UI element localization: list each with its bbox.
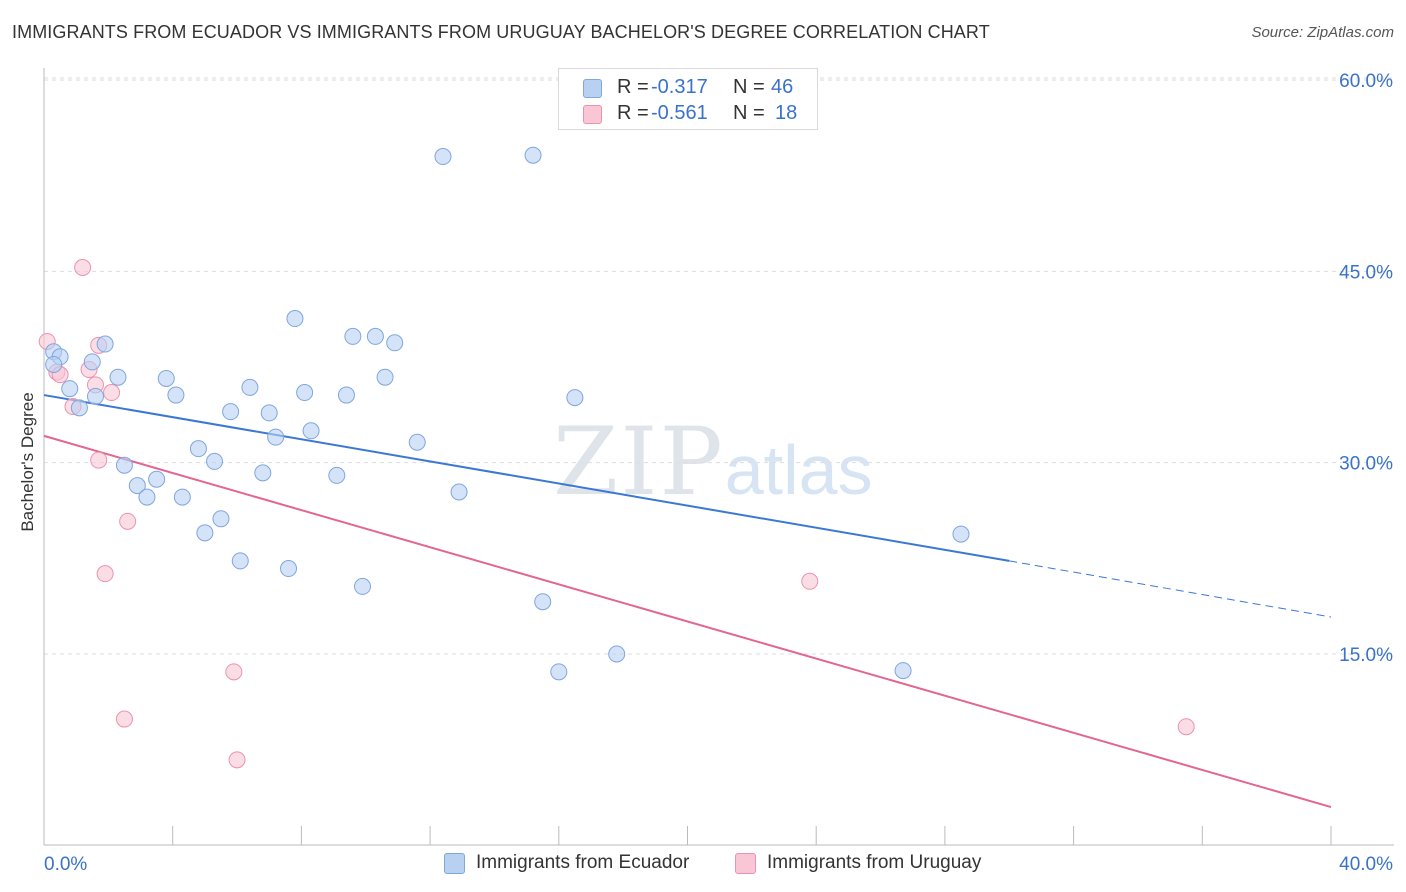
data-point-ecuador <box>386 334 404 352</box>
data-point-uruguay <box>96 565 114 583</box>
trend-lines <box>43 394 1332 809</box>
data-point-ecuador <box>337 386 355 404</box>
data-point-ecuador <box>534 593 552 611</box>
bottom-legend-swatch-uruguay <box>735 853 756 874</box>
data-point-ecuador <box>608 645 626 663</box>
bottom-legend-label-uruguay: Immigrants from Uruguay <box>767 852 982 873</box>
legend-r-label: R = <box>617 76 649 98</box>
data-point-ecuador <box>302 422 320 440</box>
bottom-legend-swatch-ecuador <box>444 853 465 874</box>
data-point-ecuador <box>408 433 426 451</box>
data-point-ecuador <box>450 483 468 501</box>
data-point-ecuador <box>86 387 104 405</box>
legend-r-value-uruguay: -0.561 <box>651 102 708 124</box>
data-point-ecuador <box>952 525 970 543</box>
data-point-ecuador <box>566 389 584 407</box>
data-point-ecuador <box>167 386 185 404</box>
data-point-ecuador <box>376 368 394 386</box>
trend-line-ecuador-extension <box>1009 560 1332 618</box>
chart-title: IMMIGRANTS FROM ECUADOR VS IMMIGRANTS FR… <box>12 22 990 42</box>
data-point-ecuador <box>222 403 240 421</box>
x-tick-label: 40.0% <box>1339 854 1393 875</box>
data-point-ecuador <box>267 428 285 446</box>
y-tick-label: 60.0% <box>1339 71 1393 92</box>
legend-n-label: N = <box>733 76 765 98</box>
data-point-ecuador <box>354 577 372 595</box>
data-point-ecuador <box>344 327 362 345</box>
y-tick-label: 45.0% <box>1339 262 1393 283</box>
data-point-ecuador <box>96 335 114 353</box>
x-tick-label: 0.0% <box>44 854 87 875</box>
legend-n-value-ecuador: 46 <box>771 76 794 98</box>
data-point-ecuador <box>138 488 156 506</box>
data-point-ecuador <box>206 452 224 470</box>
data-point-ecuador <box>189 440 207 458</box>
data-point-ecuador <box>894 662 912 680</box>
trend-line-ecuador <box>43 394 1010 562</box>
data-point-uruguay <box>90 451 108 469</box>
data-point-ecuador <box>70 399 88 417</box>
axes <box>43 68 1394 846</box>
legend-r-value-ecuador: -0.317 <box>651 76 708 98</box>
source-label: Source: ZipAtlas.com <box>1251 24 1394 41</box>
data-point-ecuador <box>260 404 278 422</box>
data-point-ecuador <box>45 355 63 373</box>
data-point-ecuador <box>61 380 79 398</box>
data-point-uruguay <box>228 751 246 769</box>
data-point-ecuador <box>434 148 452 166</box>
y-tick-label: 15.0% <box>1339 645 1393 666</box>
data-point-ecuador <box>241 378 259 396</box>
watermark-atlas: atlas <box>724 431 873 509</box>
y-axis-title: Bachelor's Degree <box>18 392 37 532</box>
data-point-ecuador <box>196 524 214 542</box>
data-point-uruguay <box>801 572 819 590</box>
data-point-uruguay <box>1177 718 1195 736</box>
data-point-ecuador <box>128 477 146 495</box>
data-point-uruguay <box>119 512 137 530</box>
legend-n-value-uruguay: 18 <box>775 102 798 124</box>
data-point-ecuador <box>296 384 314 402</box>
data-point-ecuador <box>366 327 384 345</box>
legend-n-label: N = <box>733 102 765 124</box>
data-point-ecuador <box>524 146 542 164</box>
data-point-ecuador <box>115 456 133 474</box>
data-points <box>38 146 1195 769</box>
data-point-ecuador <box>280 560 298 578</box>
data-point-ecuador <box>148 470 166 488</box>
data-point-ecuador <box>286 310 304 328</box>
gridlines <box>44 77 1394 655</box>
tick-labels: 15.0% 30.0% 45.0% 60.0% 0.0% 40.0% <box>44 71 1393 875</box>
data-point-ecuador <box>109 368 127 386</box>
data-point-uruguay <box>103 384 121 402</box>
legend-swatch-ecuador <box>583 79 602 98</box>
data-point-ecuador <box>550 663 568 681</box>
y-tick-label: 30.0% <box>1339 454 1393 475</box>
data-point-ecuador <box>157 369 175 387</box>
legend-r-label: R = <box>617 102 649 124</box>
legend-swatch-uruguay <box>583 105 602 124</box>
trend-line-uruguay <box>43 434 1332 809</box>
data-point-uruguay <box>115 710 133 728</box>
data-point-ecuador <box>231 552 249 570</box>
data-point-uruguay <box>74 259 92 277</box>
data-point-ecuador <box>173 488 191 506</box>
bottom-legend-label-ecuador: Immigrants from Ecuador <box>476 852 690 873</box>
data-point-uruguay <box>225 663 243 681</box>
correlation-legend: R = -0.317 N = 46 R = -0.561 N = 18 <box>558 68 818 130</box>
data-point-ecuador <box>83 353 101 371</box>
data-point-ecuador <box>328 466 346 484</box>
data-point-ecuador <box>212 510 230 528</box>
data-point-ecuador <box>254 464 272 482</box>
